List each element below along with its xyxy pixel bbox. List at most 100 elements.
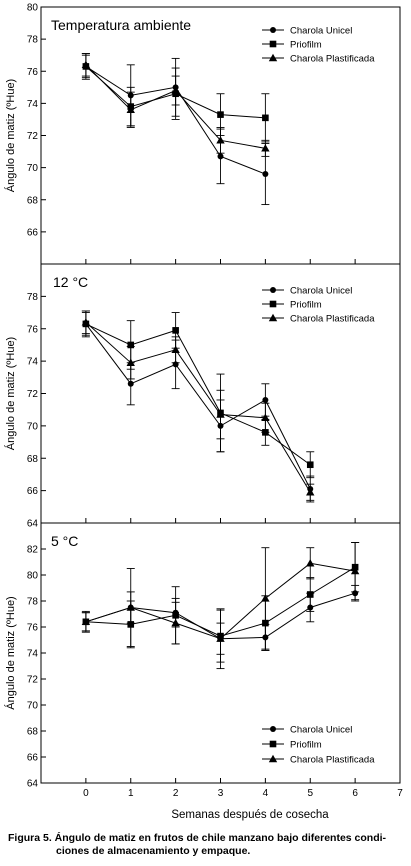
chart-panel-3: 64 66 68 70 72 74 76 78 80 82 0 1 2 3 4 5 6 7 Ángulo de ma…: [4, 522, 403, 821]
chart-panel-1: 66 68 70 72 74 76 78 80 Ángulo de matiz (ºHue) Te…: [4, 3, 401, 265]
legend-marker-triangle: [268, 313, 278, 322]
data-point-triangle: [171, 345, 180, 353]
legend-label: Priofilm: [290, 740, 322, 751]
legend-marker-square: [269, 740, 277, 748]
legend-label: Priofilm: [290, 40, 322, 51]
data-point-square: [172, 327, 179, 334]
data-point-triangle: [81, 60, 91, 69]
legend-label: Charola Unicel: [290, 725, 352, 736]
caption-line-1: Figura 5. Ángulo de matiz en frutos de c…: [8, 832, 387, 844]
series-charola-plastificada: [81, 310, 315, 501]
data-point-triangle: [261, 594, 270, 602]
y-tick-label: 70: [27, 421, 39, 432]
legend: Charola Unicel Priofilm Charola Plastifica…: [262, 26, 375, 65]
y-tick-label: 66: [27, 753, 39, 764]
legend: Charola Unicel Priofilm Charola Plastifica…: [262, 286, 375, 325]
x-tick-label: 5: [307, 788, 313, 799]
legend-marker-square: [269, 300, 277, 308]
data-point-triangle: [350, 566, 360, 575]
y-axis-label: Ángulo de matiz (ºHue): [4, 337, 17, 450]
y-tick-label: 74: [27, 649, 39, 660]
data-point-triangle: [306, 488, 315, 496]
data-point-triangle: [306, 559, 315, 567]
y-tick-label: 72: [27, 131, 39, 142]
y-tick-label: 64: [27, 519, 39, 530]
y-tick-label: 70: [27, 701, 39, 712]
legend-label: Charola Unicel: [290, 26, 352, 37]
data-point-square: [306, 591, 314, 598]
y-tick-label: 76: [27, 324, 39, 335]
legend-marker-triangle: [268, 754, 278, 763]
x-axis-label: Semanas después de cosecha: [171, 809, 329, 821]
data-point-triangle: [81, 617, 91, 625]
data-point-triangle: [216, 410, 225, 418]
data-point-triangle: [261, 413, 270, 421]
y-tick-label: 72: [27, 389, 39, 400]
data-point-triangle: [171, 86, 180, 94]
y-tick-label: 68: [27, 727, 39, 738]
x-tick-label: 0: [83, 788, 89, 799]
y-tick-label: 68: [27, 454, 39, 465]
data-point-triangle: [81, 318, 91, 326]
data-point-circle: [262, 396, 269, 403]
legend-label: Charola Plastificada: [290, 54, 375, 65]
series-charola-plastificada: [81, 53, 270, 157]
y-tick-label: 78: [27, 292, 39, 303]
y-tick-label: 68: [27, 195, 39, 206]
y-tick-label: 70: [27, 163, 39, 174]
panel-title: Temperatura ambiente: [51, 17, 191, 33]
legend-label: Charola Plastificada: [290, 755, 375, 766]
data-point-triangle: [126, 105, 135, 113]
data-point-square: [217, 111, 224, 118]
data-point-square: [127, 341, 135, 349]
series-charola-plastificada: [81, 542, 360, 670]
series-line: [85, 323, 311, 490]
figure-caption: Figura 5. Ángulo de matiz en frutos de c…: [8, 832, 406, 858]
panel-title: 12 °C: [53, 274, 88, 290]
legend-marker-square: [269, 40, 277, 48]
y-tick-label: 74: [27, 99, 39, 110]
x-tick-label: 1: [128, 788, 134, 799]
data-point-triangle: [261, 144, 270, 152]
data-point-circle: [262, 171, 269, 178]
data-point-triangle: [126, 358, 135, 366]
data-point-circle: [127, 380, 134, 387]
x-tick-label: 4: [263, 788, 269, 799]
y-tick-label: 82: [27, 545, 39, 556]
y-tick-label: 66: [27, 486, 39, 497]
caption-line-2: ciones de almacenamiento y empaque.: [56, 845, 251, 857]
legend-marker-circle: [270, 726, 276, 732]
y-tick-label: 76: [27, 67, 39, 78]
y-axis-label: Ángulo de matiz (ºHue): [4, 596, 17, 709]
y-tick-label: 66: [27, 227, 39, 238]
data-point-triangle: [216, 634, 225, 642]
y-tick-label: 74: [27, 357, 39, 368]
legend-label: Charola Plastificada: [290, 314, 375, 325]
y-tick-label: 78: [27, 597, 39, 608]
x-tick-label: 6: [352, 788, 358, 799]
x-tick-label: 7: [397, 788, 403, 799]
legend-marker-triangle: [268, 53, 278, 62]
data-point-circle: [217, 153, 224, 160]
data-point-triangle: [126, 603, 135, 611]
y-tick-label: 80: [27, 571, 39, 582]
series-line: [85, 323, 311, 466]
y-axis-label: Ángulo de matiz (ºHue): [4, 79, 17, 192]
legend-label: Charola Unicel: [290, 286, 352, 297]
y-tick-label: 64: [27, 779, 39, 790]
legend-marker-circle: [270, 27, 276, 33]
series-charola-unicel: [81, 312, 315, 503]
x-tick-label: 2: [173, 788, 179, 799]
legend-label: Priofilm: [290, 300, 322, 311]
legend: Charola Unicel Priofilm Charola Plastifica…: [262, 725, 375, 766]
y-tick-label: 72: [27, 675, 39, 686]
panel-title: 5 °C: [51, 533, 78, 549]
x-tick-label: 3: [218, 788, 224, 799]
data-point-square: [262, 114, 269, 122]
series-line: [85, 321, 311, 493]
data-point-square: [306, 461, 314, 469]
y-tick-label: 80: [27, 3, 39, 14]
legend-marker-circle: [270, 287, 276, 293]
data-point-triangle: [216, 136, 225, 144]
